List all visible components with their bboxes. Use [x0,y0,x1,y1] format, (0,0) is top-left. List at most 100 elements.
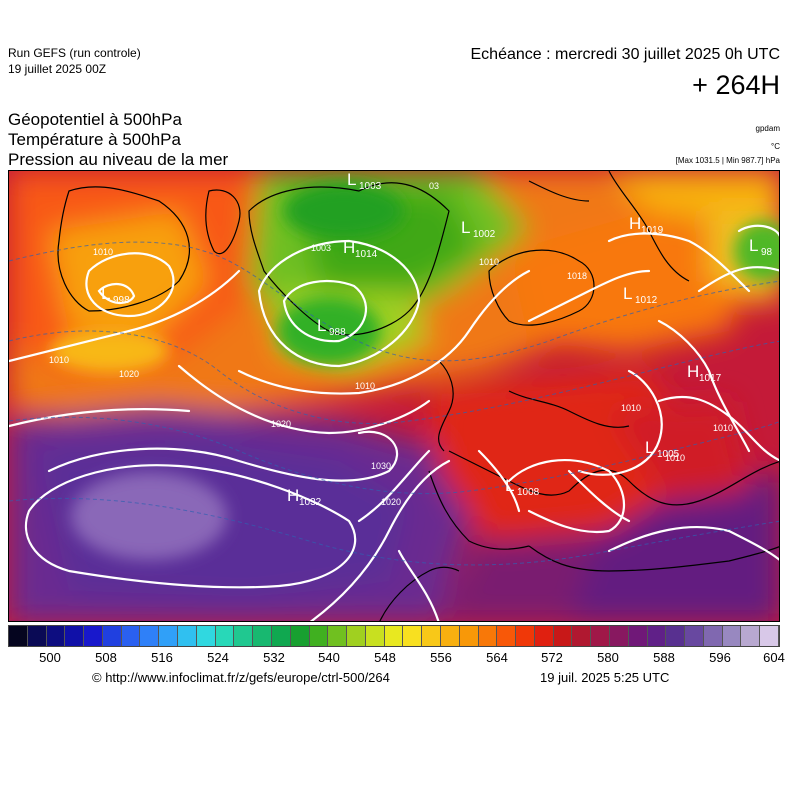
colorbar-tick-label: 500 [39,650,61,665]
low-pressure-center: L 1002 [461,218,496,240]
isobar-label: 03 [429,181,439,191]
forecast-hour: + 264H [692,70,780,100]
colorbar-cell [760,626,780,646]
pressure-center-value: 1017 [699,373,722,384]
colorbar-cell [121,626,141,646]
temperature-field [9,171,779,621]
colorbar-cell [741,626,761,646]
pressure-center-value: 1019 [641,225,664,236]
colorbar-cell [666,626,686,646]
colorbar-cell [384,626,404,646]
generation-date: 19 juil. 2025 5:25 UTC [540,670,670,685]
colorbar-tick-label: 588 [653,650,675,665]
colorbar-cell [628,626,648,646]
colorbar-cell [309,626,329,646]
pressure-center-value: 1002 [473,229,496,240]
colorbar-cell [328,626,348,646]
colorbar-cell [534,626,554,646]
pressure-center-letter: L [623,284,632,303]
colorbar-cell [403,626,423,646]
parameter-temperature: Température à 500hPa [8,130,181,149]
pressure-center-value: 998 [113,295,130,306]
colorbar-cell [685,626,704,646]
weather-map: L 1003 L 1002 H 1014 L 988 L 998 H 1019 L 1012 H 1017 L 1… [8,170,780,622]
colorbar-cell [572,626,592,646]
colorbar-cell [159,626,179,646]
pressure-center-letter: L [749,236,758,255]
colorbar-tick-label: 564 [486,650,508,665]
colorbar-cell [84,626,103,646]
colorbar-tick-label: 540 [318,650,340,665]
colorbar-cell [347,626,366,646]
colorbar-tick-label: 604 [763,650,785,665]
isobar-label: 1020 [381,497,401,507]
high-pressure-center: H 1032 [287,486,322,508]
colorbar-cell [722,626,742,646]
pressure-center-letter: L [101,284,110,303]
colorbar-cell [271,626,291,646]
colorbar-tick-label: 596 [709,650,731,665]
pressure-center-letter: H [343,238,355,257]
pressure-center-letter: L [505,476,514,495]
forecast-valid-time: Echéance : mercredi 30 juillet 2025 0h U… [470,46,781,63]
colorbar-tick-label: 572 [541,650,563,665]
pressure-center-letter: H [629,214,641,233]
run-date: 19 juillet 2025 00Z [8,62,107,76]
low-pressure-center: L 1008 [505,476,540,498]
colorbar-cell [290,626,310,646]
colorbar-cell [215,626,235,646]
parameter-pressure: Pression au niveau de la mer [8,150,229,169]
geopotential-contours [9,241,779,566]
pressure-center-value: 1012 [635,295,658,306]
pressure-center-letter: H [687,362,699,381]
isobar-label: 1010 [479,257,499,267]
pressure-center-letter: L [347,171,356,189]
colorbar-cell [497,626,517,646]
low-pressure-center: L 1005 [645,438,680,460]
colorbar-cell [610,626,629,646]
pressure-center-value: 1032 [299,497,322,508]
isobar-label: 1010 [665,453,685,463]
low-pressure-center: L 988 [317,316,346,338]
colorbar-cell [9,626,28,646]
colorbar-tick-label: 532 [263,650,285,665]
copyright: © http://www.infoclimat.fr/z/gefs/europe… [92,670,390,685]
isobar-label: 1010 [93,247,113,257]
pressure-center-value: 98 [761,247,773,258]
isobars [9,224,779,621]
unit-temperature: °C [771,142,780,151]
colorbar-cell [140,626,160,646]
colorbar-cell [46,626,66,646]
colorbar-cell [196,626,216,646]
colorbar-cell [178,626,197,646]
colorbar-tick-label: 524 [207,650,229,665]
temperature-colorbar [8,625,780,647]
colorbar-cell [440,626,460,646]
colorbar-cell [422,626,441,646]
colorbar-tick-label: 580 [597,650,619,665]
low-pressure-center: L 98 [749,236,773,258]
colorbar-cell [516,626,535,646]
pressure-center-letter: L [461,218,470,237]
pressure-center-value: 1003 [359,181,382,192]
isobar-label: 1018 [567,271,587,281]
pressure-center-letter: L [317,316,326,335]
isobar-label: 1010 [355,381,375,391]
colorbar-tick-label: 508 [95,650,117,665]
low-pressure-center: L 998 [101,284,130,306]
colorbar-tick-label: 548 [374,650,396,665]
pressure-center-value: 988 [329,327,346,338]
colorbar-cell [234,626,254,646]
unit-geopotential: gpdam [755,124,780,133]
isobar-labels: 1010 1003 1010 1010 1020 1010 1020 1030 1020 1018… [49,181,733,507]
high-pressure-center: H 1017 [687,362,722,384]
parameter-geopotential: Géopotentiel à 500hPa [8,110,182,129]
pressure-center-letter: L [645,438,654,457]
isobar-label: 1010 [621,403,641,413]
colorbar-cell [647,626,667,646]
isobar-label: 1020 [271,419,291,429]
colorbar-cell [459,626,479,646]
isobar-label: 1003 [311,243,331,253]
high-pressure-center: H 1014 [343,238,378,260]
